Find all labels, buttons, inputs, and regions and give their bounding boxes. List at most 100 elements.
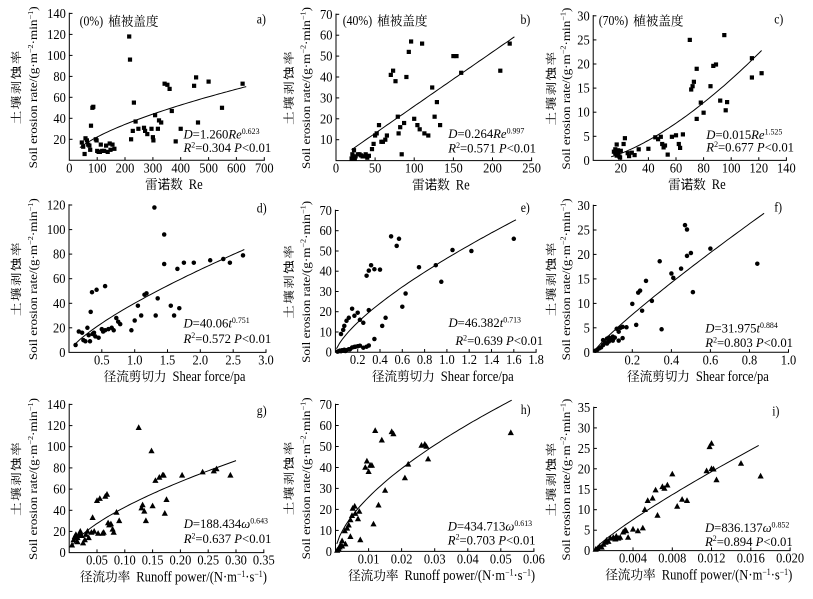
svg-text:0: 0 — [583, 152, 590, 168]
svg-text:R2=0.304 P<0.01: R2=0.304 P<0.01 — [183, 140, 272, 155]
svg-text:40: 40 — [320, 69, 333, 85]
svg-text:80: 80 — [53, 246, 66, 262]
svg-text:700: 700 — [255, 160, 274, 176]
svg-text:D=1.260Re0.623: D=1.260Re0.623 — [183, 127, 260, 142]
svg-text:70: 70 — [319, 202, 332, 218]
svg-text:i): i) — [772, 404, 779, 419]
svg-text:0.4: 0.4 — [664, 352, 680, 368]
svg-text:20: 20 — [53, 523, 66, 539]
svg-text:Runoff power/(N·m−1·s−1): Runoff power/(N·m−1·s−1) — [662, 567, 793, 583]
svg-text:10: 10 — [577, 295, 590, 311]
svg-text:0.10: 0.10 — [114, 552, 136, 568]
svg-text:25: 25 — [577, 32, 590, 48]
svg-text:e): e) — [521, 200, 530, 215]
svg-text:20: 20 — [320, 501, 333, 517]
svg-text:80: 80 — [53, 460, 66, 476]
svg-text:140: 140 — [47, 5, 66, 21]
svg-text:R2=0.803 P<0.01: R2=0.803 P<0.01 — [704, 336, 793, 351]
svg-text:40: 40 — [53, 110, 66, 126]
svg-text:100: 100 — [47, 222, 66, 238]
svg-text:a): a) — [257, 12, 266, 27]
svg-text:(40%): (40%) — [343, 13, 372, 28]
svg-text:Soil erosion rate/(g·m−2·min−1: Soil erosion rate/(g·m−2·min−1) — [299, 397, 313, 559]
svg-text:Soil erosion rate/(g·m−2·min−1: Soil erosion rate/(g·m−2·min−1) — [26, 398, 40, 560]
svg-text:Re: Re — [189, 176, 203, 192]
svg-text:0.05: 0.05 — [86, 552, 108, 568]
svg-text:60: 60 — [53, 481, 66, 497]
svg-text:0: 0 — [59, 344, 66, 360]
svg-text:Soil erosion rate/(g·m−2·min−1: Soil erosion rate/(g·m−2·min−1) — [299, 201, 313, 363]
svg-text:120: 120 — [749, 160, 768, 176]
svg-text:500: 500 — [199, 160, 218, 176]
svg-text:0.004: 0.004 — [619, 550, 647, 566]
svg-text:100: 100 — [47, 439, 66, 455]
svg-text:0.02: 0.02 — [391, 551, 413, 567]
svg-text:25: 25 — [578, 440, 591, 456]
svg-text:0: 0 — [66, 160, 73, 176]
svg-text:120: 120 — [47, 418, 66, 434]
svg-text:(0%): (0%) — [80, 14, 104, 29]
svg-text:0.25: 0.25 — [197, 552, 219, 568]
svg-text:60: 60 — [320, 417, 333, 433]
svg-text:R2=0.639 P<0.01: R2=0.639 P<0.01 — [454, 333, 543, 348]
svg-text:Soil erosion rate/(g·m−2·min−1: Soil erosion rate/(g·m−2·min−1) — [299, 7, 313, 169]
svg-text:30: 30 — [577, 197, 590, 213]
svg-text:0: 0 — [326, 344, 333, 360]
svg-text:Re: Re — [712, 176, 726, 192]
svg-text:R2=0.677 P<0.01: R2=0.677 P<0.01 — [705, 140, 794, 155]
svg-text:1.5: 1.5 — [160, 352, 176, 368]
svg-text:D=31.975t0.884: D=31.975t0.884 — [704, 321, 778, 336]
svg-text:0.8: 0.8 — [742, 352, 758, 368]
svg-text:70: 70 — [320, 6, 333, 22]
svg-text:300: 300 — [144, 160, 163, 176]
svg-text:25: 25 — [577, 222, 590, 238]
svg-text:Runoff power/(N·m−1·s−1): Runoff power/(N·m−1·s−1) — [405, 567, 536, 583]
svg-text:10: 10 — [320, 132, 333, 148]
svg-text:f): f) — [774, 200, 782, 215]
svg-text:Soil erosion rate/(g·m−2·min−1: Soil erosion rate/(g·m−2·min−1) — [26, 6, 40, 168]
svg-text:R2=0.571 P<0.01: R2=0.571 P<0.01 — [447, 141, 536, 156]
svg-text:R2=0.637 P<0.01: R2=0.637 P<0.01 — [183, 531, 272, 546]
svg-text:5: 5 — [584, 522, 591, 538]
svg-text:50: 50 — [320, 48, 333, 64]
svg-text:0: 0 — [333, 160, 340, 176]
svg-text:40: 40 — [53, 502, 66, 518]
svg-text:0.03: 0.03 — [424, 551, 446, 567]
svg-text:2.5: 2.5 — [225, 352, 241, 368]
svg-text:20: 20 — [577, 56, 590, 72]
svg-text:1.6: 1.6 — [506, 352, 522, 368]
svg-text:100: 100 — [88, 160, 107, 176]
svg-text:0.4: 0.4 — [372, 352, 388, 368]
svg-text:D=188.434ω0.643: D=188.434ω0.643 — [183, 517, 268, 532]
svg-text:0.2: 0.2 — [625, 352, 641, 368]
svg-text:60: 60 — [320, 27, 333, 43]
svg-text:3.0: 3.0 — [258, 352, 274, 368]
svg-text:b): b) — [521, 12, 531, 27]
svg-text:120: 120 — [47, 197, 66, 213]
svg-text:140: 140 — [47, 396, 66, 412]
svg-text:D=836.137ω0.852: D=836.137ω0.852 — [704, 520, 789, 535]
svg-text:0.020: 0.020 — [776, 550, 804, 566]
svg-text:(70%): (70%) — [599, 13, 628, 28]
svg-text:30: 30 — [319, 283, 332, 299]
svg-text:40: 40 — [53, 295, 66, 311]
svg-text:60: 60 — [53, 89, 66, 105]
svg-text:Soil erosion rate/(g·m−2·min−1: Soil erosion rate/(g·m−2·min−1) — [26, 198, 40, 360]
svg-text:1.0: 1.0 — [781, 352, 797, 368]
svg-text:600: 600 — [227, 160, 246, 176]
svg-text:D=434.713ω0.613: D=434.713ω0.613 — [447, 519, 532, 534]
svg-text:0: 0 — [59, 545, 66, 561]
svg-text:d): d) — [257, 201, 267, 216]
svg-text:20: 20 — [53, 131, 66, 147]
svg-text:50: 50 — [319, 243, 332, 259]
svg-text:20: 20 — [578, 461, 591, 477]
svg-text:0.20: 0.20 — [170, 552, 192, 568]
svg-text:R2=0.572 P<0.01: R2=0.572 P<0.01 — [183, 331, 272, 346]
svg-text:20: 20 — [577, 246, 590, 262]
svg-text:120: 120 — [47, 26, 66, 42]
svg-text:D=46.382t0.713: D=46.382t0.713 — [448, 316, 522, 331]
svg-text:g): g) — [257, 403, 267, 418]
svg-text:R2=0.894 P<0.01: R2=0.894 P<0.01 — [704, 534, 793, 549]
svg-text:100: 100 — [722, 160, 741, 176]
svg-text:30: 30 — [320, 480, 333, 496]
